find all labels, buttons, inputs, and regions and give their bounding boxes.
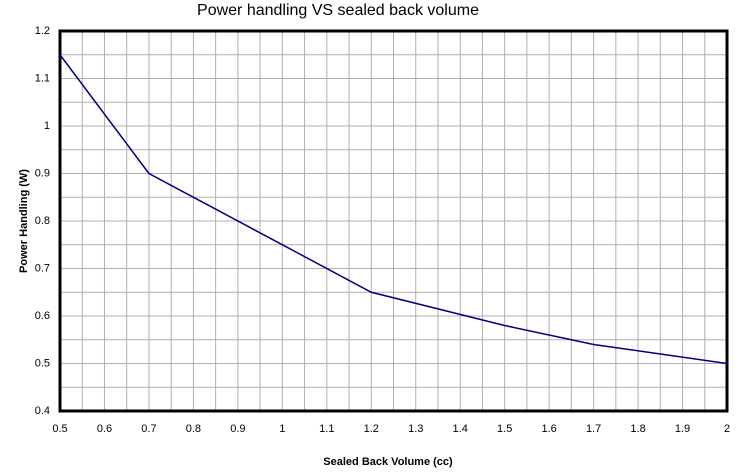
y-tick-label: 0.6 bbox=[35, 310, 50, 322]
x-tick-label: 0.9 bbox=[230, 423, 245, 435]
x-tick-label: 0.5 bbox=[52, 423, 67, 435]
x-tick-label: 1.8 bbox=[630, 423, 645, 435]
x-tick-label: 1.9 bbox=[675, 423, 690, 435]
y-tick-label: 0.5 bbox=[35, 357, 50, 369]
x-tick-label: 1.1 bbox=[319, 423, 334, 435]
x-tick-label: 0.8 bbox=[186, 423, 201, 435]
y-axis-title: Power Handling (W) bbox=[18, 169, 30, 273]
x-tick-label: 1.5 bbox=[497, 423, 512, 435]
x-tick-label: 2 bbox=[724, 423, 730, 435]
y-tick-label: 1.1 bbox=[35, 72, 50, 84]
y-tick-label: 1 bbox=[44, 120, 50, 132]
chart-title: Power handling VS sealed back volume bbox=[197, 2, 479, 19]
x-tick-label: 1.7 bbox=[586, 423, 601, 435]
x-axis-title: Sealed Back Volume (cc) bbox=[323, 456, 453, 468]
x-tick-label: 1.6 bbox=[541, 423, 556, 435]
data-line bbox=[59, 54, 728, 365]
x-tick-label: 1.4 bbox=[453, 423, 468, 435]
plot-border bbox=[58, 29, 729, 413]
y-tick-label: 0.9 bbox=[35, 167, 50, 179]
x-tick-label: 0.7 bbox=[141, 423, 156, 435]
x-tick-label: 1.2 bbox=[364, 423, 379, 435]
y-tick-label: 0.4 bbox=[35, 405, 50, 417]
x-tick-label: 1 bbox=[279, 423, 285, 435]
x-tick-label: 1.3 bbox=[408, 423, 423, 435]
y-tick-label: 0.7 bbox=[35, 262, 50, 274]
y-tick-label: 0.8 bbox=[35, 215, 50, 227]
x-tick-label: 0.6 bbox=[97, 423, 112, 435]
y-tick-label: 1.2 bbox=[35, 25, 50, 37]
